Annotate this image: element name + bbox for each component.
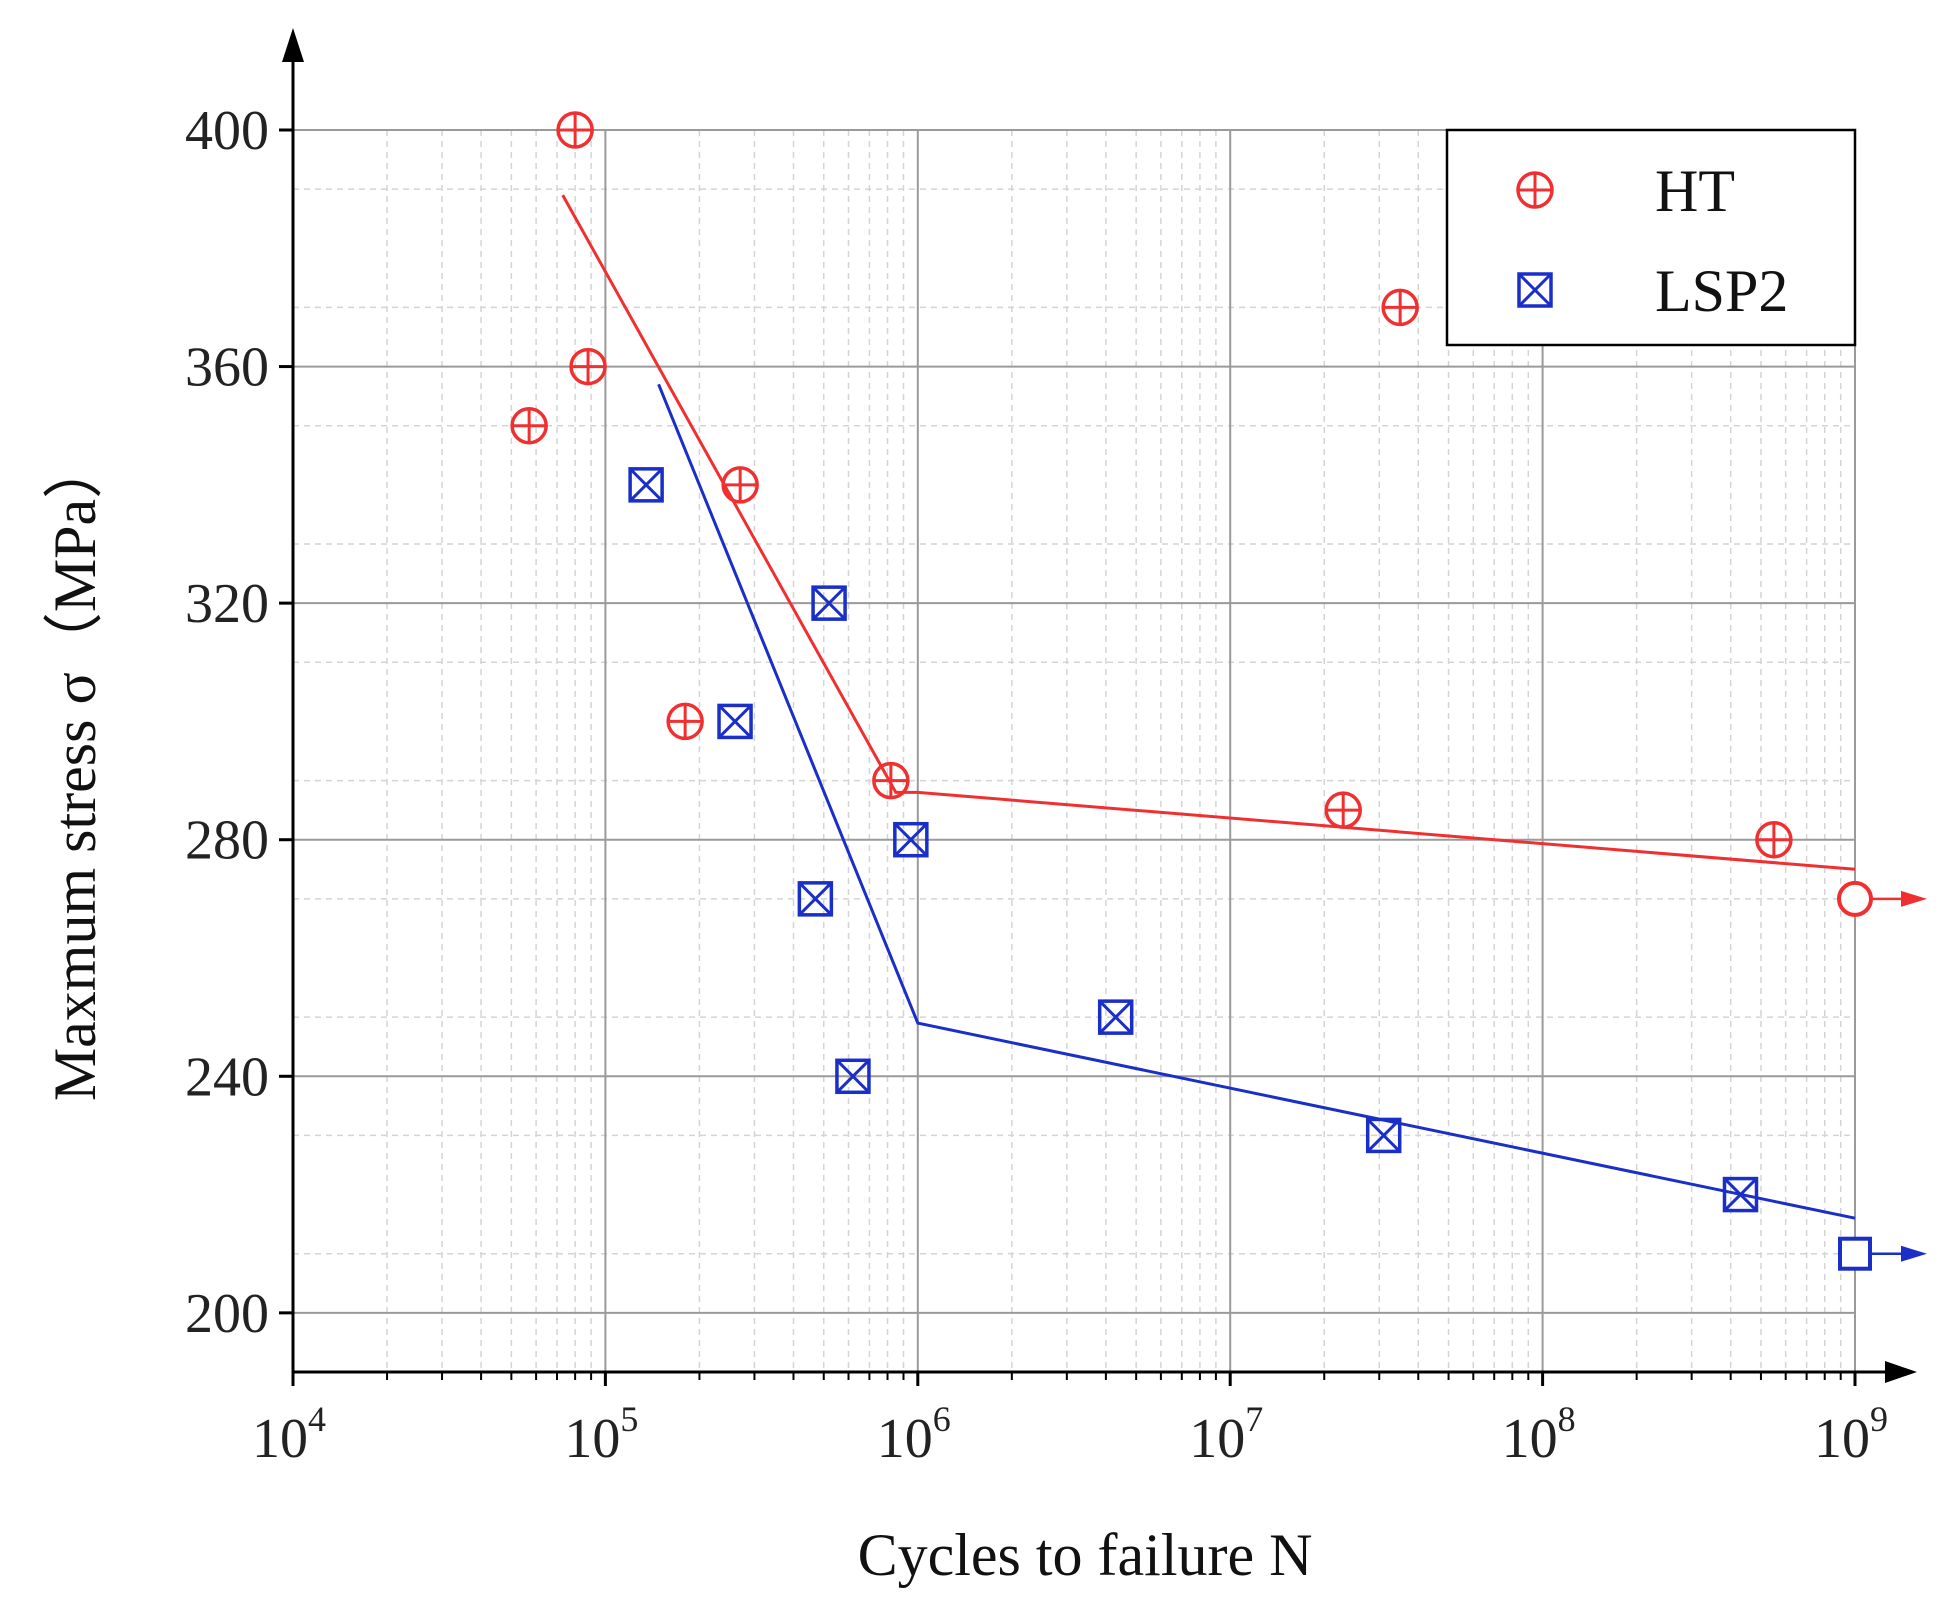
marker-box	[797, 881, 834, 917]
lsp2-runout-point	[1838, 1236, 1927, 1271]
x-tick-exp: 9	[1870, 1399, 1888, 1439]
x-tick-base: 10	[1189, 1408, 1245, 1470]
marker-box	[1365, 1117, 1402, 1154]
runout-arrow-head	[1901, 1245, 1927, 1262]
lsp2-data-point	[1097, 999, 1134, 1035]
y-tick-label: 400	[185, 100, 269, 162]
marker-box	[893, 821, 929, 858]
marker-diag-2	[1366, 1118, 1401, 1153]
lsp2-data-point	[835, 1058, 871, 1095]
marker-box	[628, 467, 664, 503]
lsp2-data-point	[1365, 1117, 1402, 1154]
x-axis-arrow	[1885, 1361, 1917, 1383]
y-tick-label: 240	[185, 1046, 269, 1108]
ht-data-point	[1324, 791, 1362, 829]
legend-marker-lsp2	[1517, 272, 1553, 308]
marker-box	[1517, 272, 1553, 308]
fit-lines	[561, 194, 1856, 1220]
legend-label-lsp2: LSP2	[1655, 258, 1788, 324]
x-tick-label: 104	[252, 1399, 326, 1470]
lsp2-data-point	[628, 467, 664, 503]
ht-data-point	[569, 347, 607, 386]
legend: HT LSP2	[1445, 128, 1857, 347]
x-tick-label: 107	[1189, 1399, 1263, 1470]
marker-diag-2	[798, 881, 833, 916]
y-axis-title: Maxmum stress σ（MPa）	[42, 439, 108, 1101]
marker-diag-2	[893, 822, 928, 857]
legend-label-ht: HT	[1655, 158, 1735, 224]
y-tick-label: 200	[185, 1283, 269, 1345]
lsp2-data-point	[1722, 1176, 1759, 1213]
x-tick-label: 105	[564, 1399, 638, 1470]
legend-marker-ht	[1516, 171, 1554, 209]
marker-box	[811, 585, 847, 621]
lsp2-data-point	[811, 585, 847, 621]
axes	[282, 28, 1917, 1383]
marker-box	[1722, 1176, 1759, 1213]
lsp2-data-point	[717, 703, 753, 740]
x-axis-title: Cycles to failure N	[858, 1522, 1313, 1588]
ht-runout-point	[1837, 880, 1927, 917]
marker-diag-2	[629, 467, 664, 502]
lsp2-data-point	[797, 881, 834, 917]
marker-box	[1097, 999, 1134, 1035]
lsp2-data-point	[893, 821, 929, 858]
ht-data-point	[666, 702, 704, 741]
marker-diag-2	[835, 1059, 871, 1094]
marker-diag-2	[717, 704, 753, 739]
minor-grid	[293, 130, 1855, 1373]
runout-ring	[1837, 880, 1873, 917]
x-tick-label: 108	[1502, 1399, 1576, 1470]
runout-box	[1838, 1236, 1872, 1271]
x-tick-exp: 6	[933, 1399, 951, 1439]
x-tick-exp: 7	[1245, 1399, 1263, 1439]
x-tick-base: 10	[564, 1408, 620, 1470]
y-tick-label: 360	[185, 337, 269, 399]
ht-data-point	[1755, 820, 1793, 859]
x-tick-exp: 4	[308, 1399, 326, 1439]
ht-data-point	[721, 466, 759, 504]
marker-diag-2	[1098, 1000, 1133, 1035]
x-tick-exp: 5	[620, 1399, 638, 1439]
y-axis-arrow	[282, 28, 304, 62]
x-tick-base: 10	[1502, 1408, 1558, 1470]
x-tick-exp: 8	[1558, 1399, 1576, 1439]
x-tick-base: 10	[877, 1408, 933, 1470]
marker-box	[717, 703, 753, 740]
y-tick-label: 280	[185, 810, 269, 872]
ht-data-point	[556, 111, 594, 149]
ht-data-point	[872, 761, 910, 800]
legend-box	[1445, 128, 1857, 347]
marker-diag-2	[1723, 1177, 1758, 1212]
y-tick-label: 320	[185, 573, 269, 635]
x-tick-base: 10	[1814, 1408, 1870, 1470]
ht-data-point	[510, 406, 548, 445]
fit-line-ht	[561, 194, 1856, 871]
marker-box	[835, 1058, 871, 1095]
fit-line-lsp2	[657, 383, 1856, 1220]
runout-arrow-head	[1901, 890, 1927, 907]
x-tick-label: 106	[877, 1399, 951, 1470]
ht-data-point	[1381, 288, 1419, 327]
x-tick-base: 10	[252, 1408, 308, 1470]
x-tick-label: 109	[1814, 1399, 1888, 1470]
marker-diag-2	[1517, 272, 1553, 308]
marker-diag-2	[812, 586, 847, 621]
data-markers	[510, 111, 1927, 1271]
